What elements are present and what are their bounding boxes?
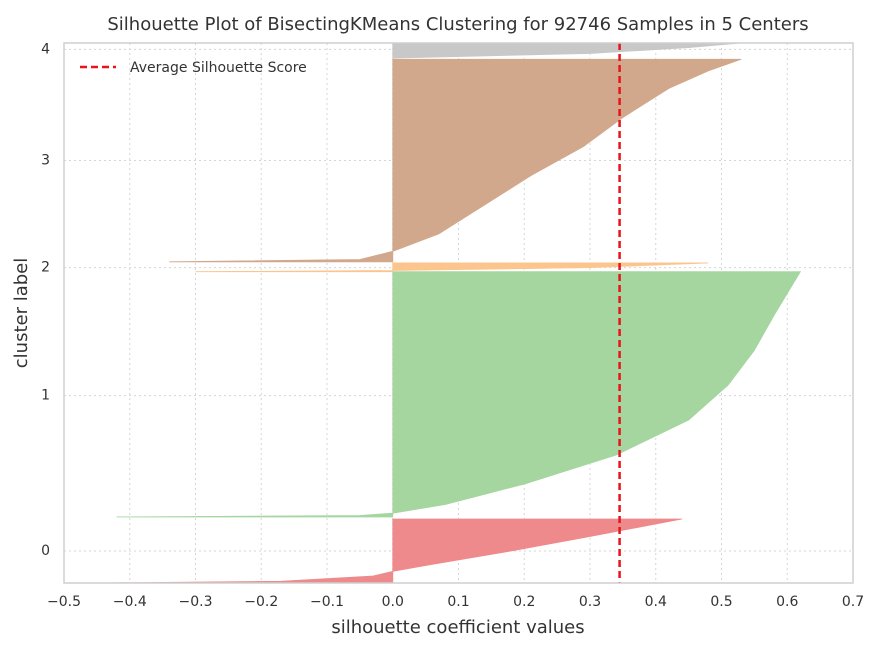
x-tick-label: 0.6 bbox=[776, 594, 798, 610]
x-tick-label: 0.2 bbox=[513, 594, 535, 610]
y-tick-label: 0 bbox=[41, 543, 50, 559]
cluster-silhouette bbox=[96, 518, 683, 583]
x-tick-label: −0.3 bbox=[179, 594, 213, 610]
cluster-silhouette bbox=[169, 58, 742, 263]
x-tick-label: −0.1 bbox=[310, 594, 344, 610]
x-tick-label: −0.4 bbox=[113, 594, 147, 610]
x-tick-label: 0.0 bbox=[382, 594, 404, 610]
x-tick-label: 0.3 bbox=[579, 594, 601, 610]
plot-frame bbox=[63, 42, 854, 584]
cluster-silhouette bbox=[195, 262, 709, 273]
x-tick-label: 0.7 bbox=[842, 594, 864, 610]
cluster-silhouette bbox=[392, 43, 746, 59]
x-tick-label: −0.2 bbox=[244, 594, 278, 610]
cluster-silhouette bbox=[116, 271, 802, 518]
legend: Average Silhouette Score bbox=[80, 60, 307, 76]
x-axis-label: silhouette coefficient values bbox=[331, 617, 584, 638]
y-tick-label: 2 bbox=[41, 260, 50, 276]
x-tick-label: 0.1 bbox=[447, 594, 469, 610]
y-tick-label: 4 bbox=[41, 41, 50, 57]
y-axis-label: cluster label bbox=[11, 258, 32, 368]
legend-label: Average Silhouette Score bbox=[130, 60, 307, 76]
axes: −0.5 −0.4 −0.3 −0.2 −0.1 0.0 0.1 0.2 0.3 0.4 0.5 0.… bbox=[41, 41, 864, 610]
x-tick-label: 0.5 bbox=[710, 594, 732, 610]
plot-area bbox=[96, 43, 802, 583]
y-tick-label: 1 bbox=[41, 388, 50, 404]
x-tick-label: −0.5 bbox=[47, 594, 81, 610]
chart-title: Silhouette Plot of BisectingKMeans Clust… bbox=[107, 14, 808, 35]
y-tick-label: 3 bbox=[41, 153, 50, 169]
x-tick-label: 0.4 bbox=[645, 594, 667, 610]
